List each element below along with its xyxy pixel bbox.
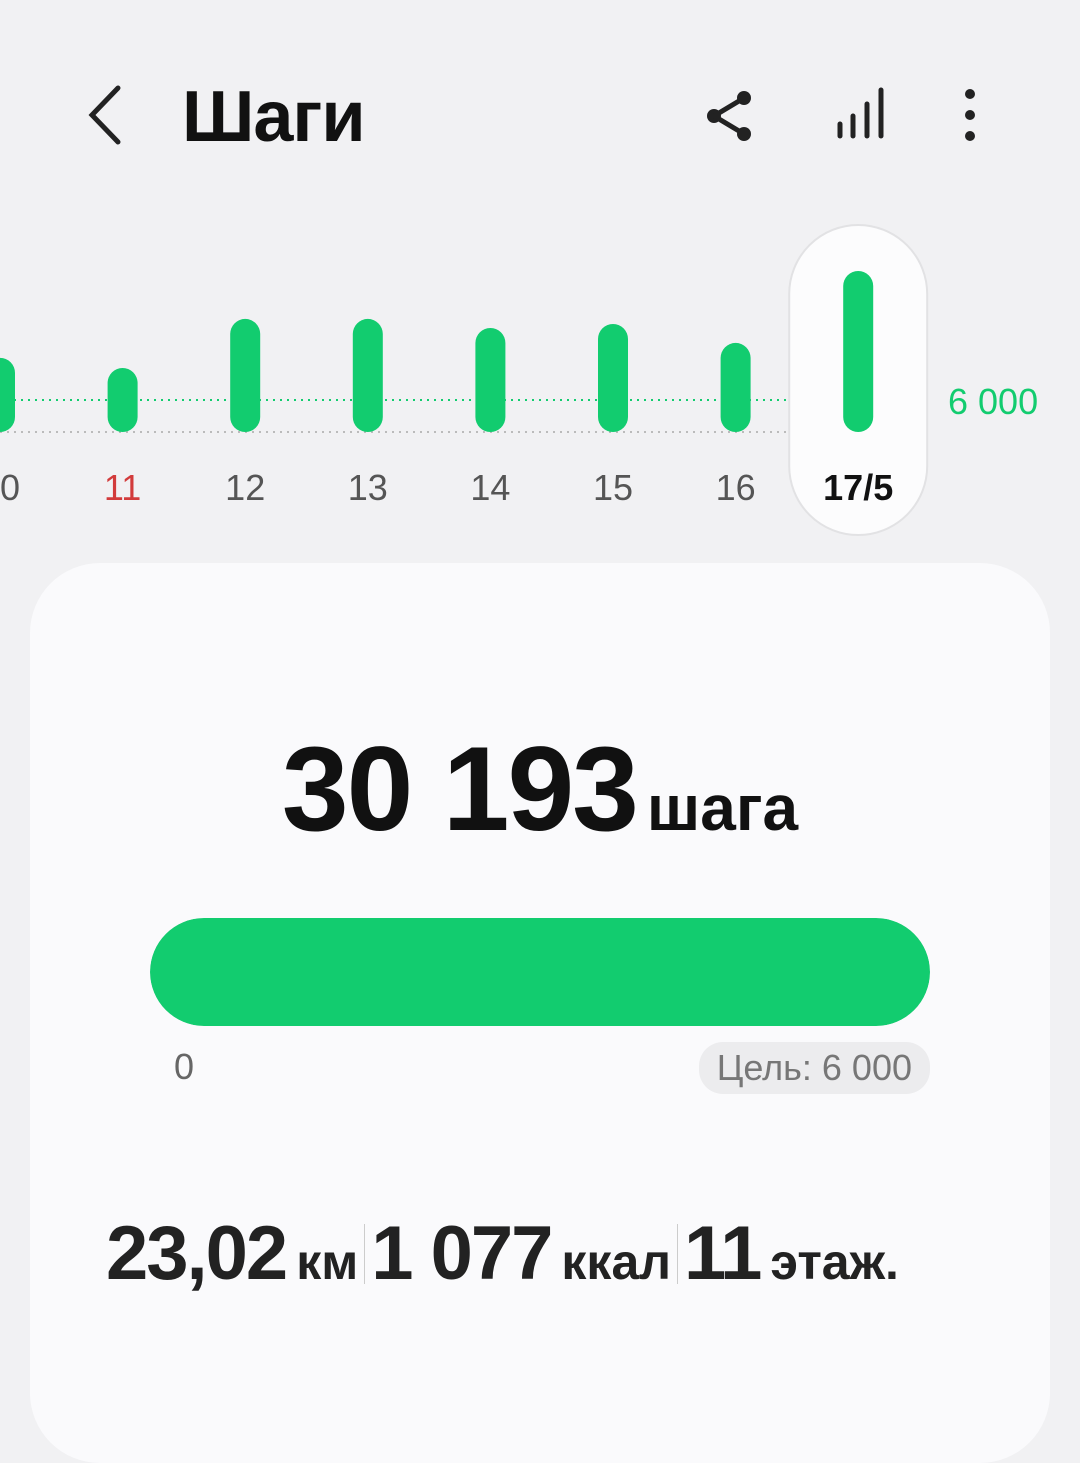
goal-progress-fill bbox=[150, 918, 930, 1026]
more-options-button[interactable] bbox=[940, 84, 1004, 148]
floors-unit: этаж. bbox=[770, 1234, 899, 1290]
steps-chart[interactable]: 6 000 10 11 12 13 14 15 16 17/5 bbox=[0, 220, 1080, 550]
calories-value: 1 077 bbox=[371, 1211, 553, 1296]
x-tick-label: 11 bbox=[104, 467, 141, 508]
step-count-value: 30 193 bbox=[281, 722, 639, 856]
x-tick-label: 12 bbox=[225, 467, 265, 508]
goal-line-label: 6 000 bbox=[948, 381, 1038, 422]
x-tick-label: 17/5 bbox=[823, 467, 893, 508]
page-title: Шаги bbox=[182, 77, 366, 157]
stats-row: 23,02 км 1 077 ккал 11 этаж. bbox=[106, 1210, 899, 1297]
goal-progress-bar bbox=[150, 918, 930, 1026]
progress-min-label: 0 bbox=[174, 1046, 195, 1087]
bar-chart-icon bbox=[837, 87, 884, 139]
back-arrow-icon bbox=[88, 85, 121, 145]
x-tick-label: 16 bbox=[716, 467, 756, 508]
calories-unit: ккал bbox=[561, 1234, 672, 1290]
x-tick-label: 13 bbox=[348, 467, 388, 508]
chart-bar[interactable] bbox=[352, 318, 383, 432]
distance-unit: км bbox=[296, 1234, 359, 1290]
floors-value: 11 bbox=[684, 1211, 762, 1296]
x-tick-label: 14 bbox=[470, 467, 510, 508]
chart-bar[interactable] bbox=[107, 368, 138, 432]
divider bbox=[364, 1223, 366, 1284]
chart-bar[interactable] bbox=[598, 324, 628, 432]
chart-bar[interactable] bbox=[843, 270, 874, 432]
x-tick-label: 15 bbox=[593, 467, 633, 508]
back-button[interactable] bbox=[82, 82, 132, 148]
step-count-unit: шага bbox=[646, 772, 799, 844]
chart-bar[interactable] bbox=[230, 318, 261, 432]
more-vertical-icon bbox=[965, 89, 975, 141]
divider bbox=[677, 1223, 679, 1284]
chart-bar[interactable] bbox=[475, 328, 506, 432]
step-count: 30 193 шага bbox=[0, 720, 1080, 858]
goal-badge[interactable]: Цель: 6 000 bbox=[698, 1042, 930, 1094]
share-button[interactable] bbox=[698, 84, 762, 148]
chart-bar[interactable] bbox=[0, 357, 15, 432]
share-icon bbox=[707, 91, 751, 141]
x-tick-label: 10 bbox=[0, 467, 20, 508]
distance-value: 23,02 bbox=[106, 1211, 288, 1296]
chart-bar[interactable] bbox=[720, 342, 751, 432]
chart-view-button[interactable] bbox=[830, 84, 894, 148]
